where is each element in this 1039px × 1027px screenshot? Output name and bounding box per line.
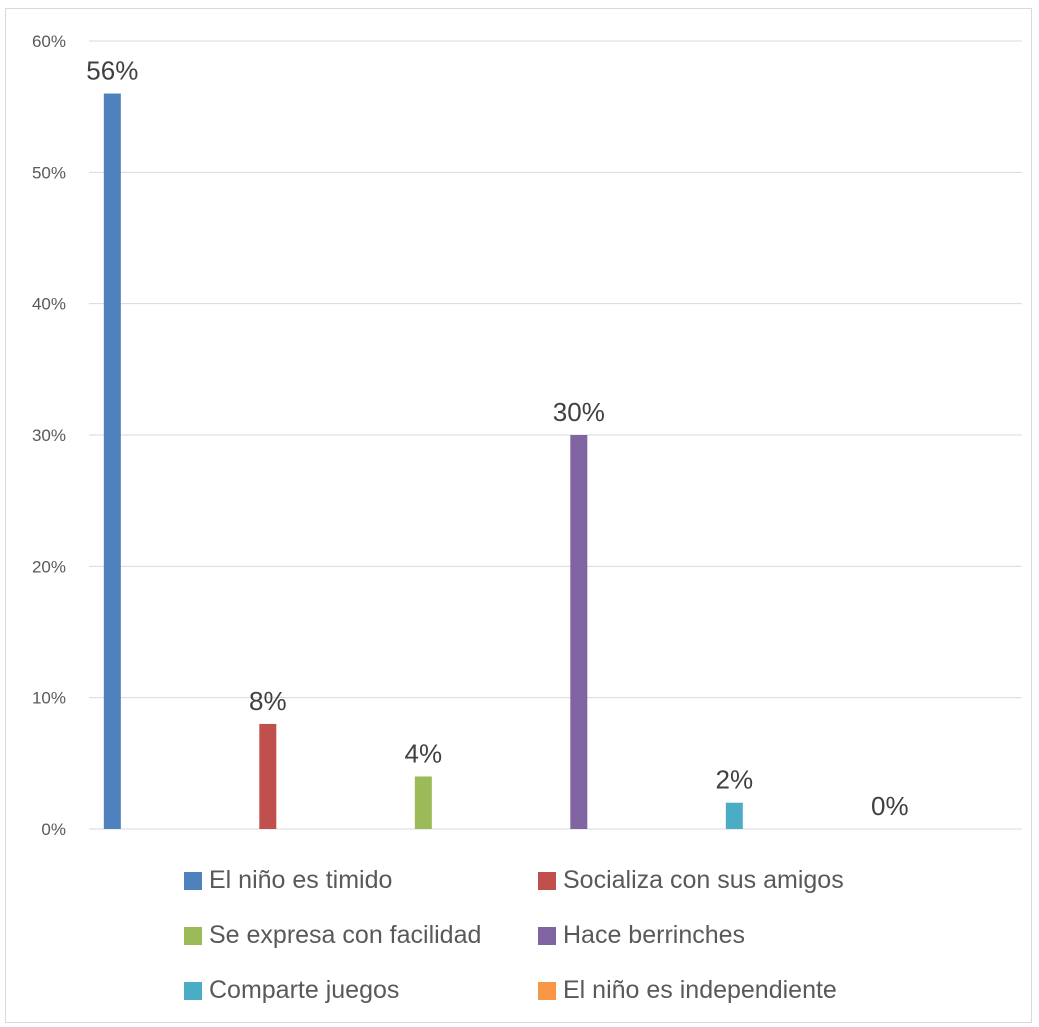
y-tick-label: 0% xyxy=(41,820,66,839)
bar xyxy=(414,776,432,829)
data-label: 8% xyxy=(249,686,287,716)
legend-label: Comparte juegos xyxy=(209,976,400,1004)
legend-label: El niño es independiente xyxy=(563,976,837,1004)
data-label: 30% xyxy=(553,397,605,427)
y-tick-label: 40% xyxy=(32,295,66,314)
bar xyxy=(259,723,277,829)
data-label: 0% xyxy=(871,791,909,821)
chart-frame xyxy=(5,8,1032,1023)
legend-label: Hace berrinches xyxy=(563,921,746,949)
legend-item: Se expresa con facilidad xyxy=(184,921,481,950)
y-tick-label: 10% xyxy=(32,689,66,708)
legend-swatch xyxy=(184,926,202,945)
y-tick-label: 50% xyxy=(32,163,66,182)
legend-item: El niño es timido xyxy=(184,866,392,895)
legend-label: Se expresa con facilidad xyxy=(209,921,482,949)
legend-item: Socializa con sus amigos xyxy=(538,866,844,895)
legend-swatch xyxy=(538,981,556,1000)
bar xyxy=(725,802,743,829)
legend-swatch xyxy=(184,981,202,1000)
data-label: 2% xyxy=(716,765,754,795)
y-tick-label: 60% xyxy=(32,32,66,51)
legend-label: El niño es timido xyxy=(209,866,393,894)
legend-label: Socializa con sus amigos xyxy=(563,866,844,894)
bar xyxy=(570,435,588,829)
legend-item: Comparte juegos xyxy=(184,976,399,1005)
legend-item: Hace berrinches xyxy=(538,921,745,950)
legend-item: El niño es independiente xyxy=(538,976,837,1005)
bar-chart: 0% 10% 20% 30% 40% 50% 60% 56% 8% 4% 30% 2% 0% xyxy=(32,32,1022,839)
legend-swatch xyxy=(184,871,202,890)
data-label: 56% xyxy=(86,56,138,86)
y-tick-label: 20% xyxy=(32,557,66,576)
bar xyxy=(103,93,121,830)
legend-swatch xyxy=(538,926,556,945)
data-label: 4% xyxy=(405,738,443,768)
y-tick-label: 30% xyxy=(32,426,66,445)
legend-swatch xyxy=(538,871,556,890)
